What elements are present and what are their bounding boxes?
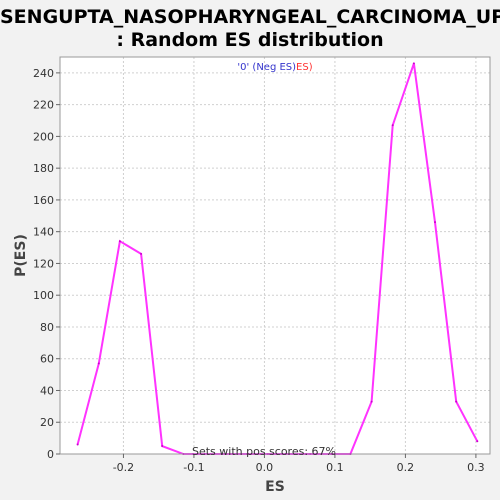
es-data-point — [391, 124, 394, 127]
y-tick-label: 20 — [40, 416, 54, 429]
y-tick-label: 240 — [33, 67, 54, 80]
x-tick-label: 0.1 — [326, 461, 344, 474]
es-data-point — [370, 400, 373, 403]
y-tick-label: 200 — [33, 130, 54, 143]
y-tick-label: 220 — [33, 99, 54, 112]
legend-part-1: ES) — [296, 62, 313, 73]
es-data-point — [434, 221, 437, 224]
es-data-point — [118, 240, 121, 243]
x-tick-label: -0.2 — [113, 461, 134, 474]
y-tick-label: 140 — [33, 226, 54, 239]
chart-title-line-2: : Random ES distribution — [116, 29, 384, 51]
y-tick-label: 40 — [40, 384, 54, 397]
plot-area — [60, 57, 490, 454]
x-tick-label: 0.3 — [467, 461, 485, 474]
y-axis-label: P(ES) — [13, 234, 29, 277]
es-data-point — [455, 400, 458, 403]
y-tick-label: 160 — [33, 194, 54, 207]
axes: 0 20 40 60 80 100 120 140 160 180 200 220 240 -0.2 -0.… — [33, 56, 491, 474]
y-tick-label: 120 — [33, 257, 54, 270]
x-axis-label: ES — [265, 479, 285, 495]
y-tick-label: 100 — [33, 289, 54, 302]
y-tick-label: 0 — [47, 448, 54, 461]
chart-title-line-1: SENGUPTA_NASOPHARYNGEAL_CARCINOMA_UP — [0, 6, 500, 28]
es-data-point — [476, 440, 479, 443]
y-tick-label: 80 — [40, 321, 54, 334]
annotation-pos-scores: Sets with pos scores: 67% — [192, 445, 336, 458]
y-tick-label: 60 — [40, 353, 54, 366]
es-data-point — [161, 445, 164, 448]
legend-part-0: '0' (Neg ES) — [237, 62, 296, 73]
y-tick-label: 180 — [33, 162, 54, 175]
x-tick-label: 0.2 — [397, 461, 415, 474]
es-data-point — [97, 362, 100, 365]
legend: '0' (Neg ES)ES) — [237, 62, 312, 73]
es-data-point — [76, 443, 79, 446]
es-data-point — [412, 62, 415, 65]
es-data-point — [140, 252, 143, 255]
x-tick-label: -0.1 — [183, 461, 204, 474]
plot-border — [59, 56, 491, 455]
x-tick-label: 0.0 — [256, 461, 274, 474]
